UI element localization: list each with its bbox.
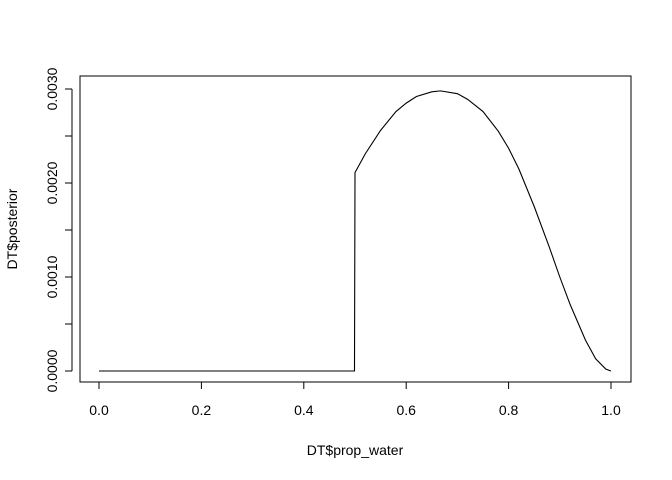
plot-frame [79,75,632,383]
y-axis-title: DT$posterior [4,188,20,269]
x-tick-label: 0.0 [89,402,109,418]
posterior-series-line [99,90,612,372]
series-group [99,90,612,372]
y-axis-ticks: 0.0000 0.0010 0.0020 0.0030 [44,67,72,392]
y-tick-label: 0.0030 [44,67,60,110]
x-axis-title: DT$prop_water [307,442,404,458]
y-tick-label: 0.0020 [44,161,60,204]
x-tick-label: 0.6 [396,402,416,418]
x-axis-ticks: 0.0 0.2 0.4 0.6 0.8 1.0 [89,382,621,418]
x-tick-label: 0.8 [499,402,519,418]
y-tick-label: 0.0000 [44,349,60,392]
x-tick-label: 1.0 [601,402,621,418]
x-tick-label: 0.2 [192,402,212,418]
x-tick-label: 0.4 [294,402,314,418]
y-tick-label: 0.0010 [44,255,60,298]
